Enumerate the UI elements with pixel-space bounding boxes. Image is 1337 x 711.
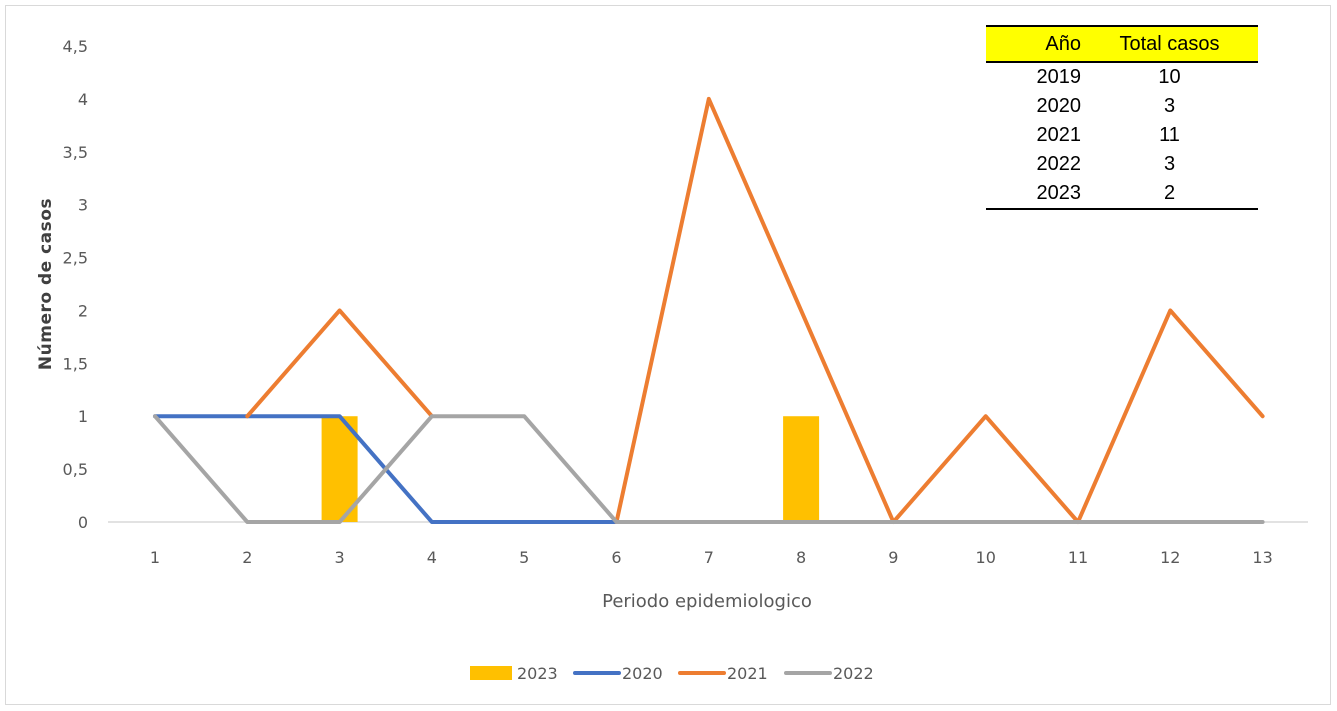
- y-axis-title: Número de casos: [36, 198, 56, 370]
- x-tick-label: 1: [150, 548, 160, 567]
- y-tick-label: 4: [78, 90, 88, 109]
- summary-table: Año Total casos 2019 10 2020 3 2021 11 2…: [986, 25, 1258, 210]
- legend-label-2021: 2021: [727, 664, 768, 683]
- table-row: 2023 2: [986, 179, 1258, 210]
- table-row: 2019 10: [986, 62, 1258, 92]
- legend-label-2022: 2022: [833, 664, 874, 683]
- x-tick-label: 11: [1068, 548, 1088, 567]
- summary-table-header-row: Año Total casos: [986, 25, 1258, 63]
- x-tick-label: 12: [1160, 548, 1180, 567]
- bar-series: [321, 416, 820, 522]
- chart-frame: [5, 5, 1331, 705]
- x-tick-label: 6: [611, 548, 621, 567]
- bar-2023-3: [321, 416, 358, 522]
- x-axis-ticks: 1 2 3 4 5 6 7 8 9 10 11 12 13: [150, 548, 1273, 567]
- table-row: 2021 11: [986, 121, 1258, 150]
- legend: 2023 2020 2021 2022: [470, 664, 874, 683]
- x-tick-label: 9: [888, 548, 898, 567]
- table-cell-year: 2023: [986, 179, 1081, 210]
- x-tick-label: 10: [976, 548, 996, 567]
- y-tick-label: 2: [78, 301, 88, 320]
- table-cell-total: 11: [1159, 124, 1180, 146]
- y-tick-label: 3: [78, 196, 88, 215]
- table-cell-year: 2019: [1036, 66, 1082, 88]
- table-row: 2020 3: [986, 92, 1258, 121]
- legend-label-2023: 2023: [517, 664, 558, 683]
- summary-header-year: Año: [986, 25, 1081, 63]
- table-cell-total: 2: [1081, 179, 1258, 210]
- x-tick-label: 7: [704, 548, 714, 567]
- line-series: [153, 96, 1265, 524]
- table-cell-total: 3: [1163, 95, 1176, 117]
- y-tick-label: 1,5: [63, 354, 88, 373]
- table-cell-year: 2020: [1036, 95, 1082, 117]
- line-series-2021: [245, 308, 434, 419]
- y-tick-label: 4,5: [63, 37, 88, 56]
- y-tick-label: 0: [78, 513, 88, 532]
- x-tick-label: 5: [519, 548, 529, 567]
- table-cell-total: 3: [1163, 153, 1176, 175]
- y-tick-label: 3,5: [63, 143, 88, 162]
- table-cell-year: 2022: [1036, 153, 1082, 175]
- x-axis-title: Periodo epidemiologico: [602, 591, 812, 612]
- y-axis-ticks: 0 0,5 1 1,5 2 2,5 3 3,5 4 4,5: [63, 37, 88, 532]
- x-tick-label: 4: [427, 548, 437, 567]
- y-tick-label: 2,5: [63, 249, 88, 268]
- x-tick-label: 3: [335, 548, 345, 567]
- x-tick-label: 8: [796, 548, 806, 567]
- y-tick-label: 1: [78, 407, 88, 426]
- summary-header-total: Total casos: [1081, 25, 1258, 63]
- legend-swatch-2023: [470, 666, 512, 680]
- table-cell-year: 2021: [1036, 124, 1082, 146]
- y-tick-label: 0,5: [63, 460, 88, 479]
- x-tick-label: 2: [242, 548, 252, 567]
- table-row: 2022 3: [986, 150, 1258, 179]
- x-tick-label: 13: [1252, 548, 1272, 567]
- bar-2023-8: [783, 416, 820, 522]
- line-series-2021: [614, 96, 1265, 524]
- table-cell-total: 10: [1158, 66, 1181, 88]
- line-series-2022: [153, 414, 1265, 524]
- legend-label-2020: 2020: [622, 664, 663, 683]
